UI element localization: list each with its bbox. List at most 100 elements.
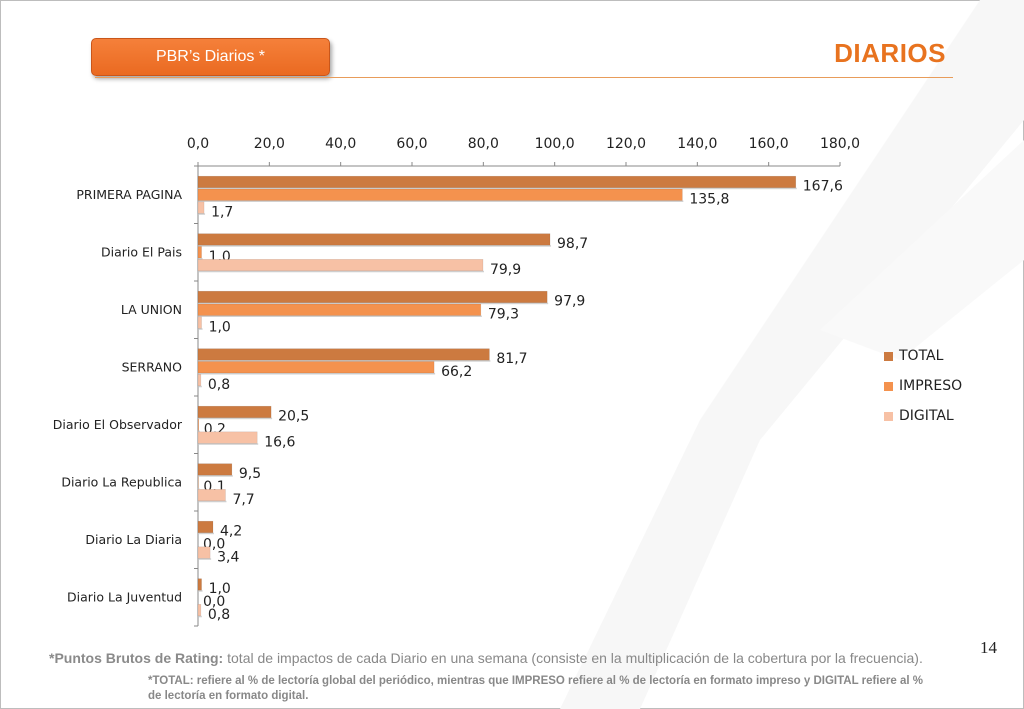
footnote-bold: *Puntos Brutos de Rating: [49, 650, 224, 666]
data-label-impreso: 79,3 [488, 307, 519, 323]
bar-total [197, 578, 202, 591]
section-tag: PBR’s Diarios * [91, 38, 330, 76]
legend-item-impreso: IMPRESO [884, 371, 962, 401]
data-label-digital: 1,7 [211, 204, 233, 220]
bar-total [197, 463, 233, 476]
legend-label-total: TOTAL [899, 348, 944, 364]
x-tick-label: 140,0 [677, 136, 717, 152]
bar-shadow [199, 315, 482, 317]
legend-swatch-digital [884, 411, 893, 421]
bar-impreso [197, 246, 202, 259]
legend-label-digital: DIGITAL [899, 408, 954, 424]
category-label: SERRANO [122, 359, 183, 374]
category-label: Diario La Juventud [67, 589, 182, 604]
bar-shadow [199, 258, 203, 260]
bar-chart: 0,0 20,0 40,0 60,0 80,0 100,0 120,0 140,0 160,0 1… [53, 136, 860, 627]
legend-item-total: TOTAL [884, 341, 962, 371]
x-tick-label: 60,0 [396, 136, 427, 152]
data-label-digital: 1,0 [209, 319, 231, 335]
x-tick-label: 160,0 [749, 136, 789, 152]
x-tick-label: 0,0 [187, 136, 209, 152]
bar-shadow [199, 373, 436, 375]
bar-shadow [199, 200, 684, 202]
data-label-total: 97,9 [554, 294, 585, 310]
page-number: 14 [980, 638, 997, 657]
bar-total [197, 405, 272, 419]
footnote-note: *TOTAL: refiere al % de lectoría global … [148, 675, 923, 702]
data-label-impreso: 135,8 [689, 192, 729, 208]
chart-legend: TOTAL IMPRESO DIGITAL [884, 341, 962, 431]
x-tick-label: 40,0 [325, 136, 356, 152]
footnote-text: total de impactos de cada Diario en una … [223, 650, 923, 666]
bar-total [197, 290, 548, 304]
legend-swatch-total [884, 351, 893, 361]
bar-impreso [197, 188, 683, 201]
category-label: PRIMERA PAGINA [76, 187, 182, 202]
bar-impreso [197, 418, 200, 431]
bar-shadow [199, 417, 273, 420]
bar-shadow [199, 302, 549, 305]
bar-shadow [199, 430, 200, 432]
data-label-total: 98,7 [557, 236, 588, 252]
page-title: DIARIOS [834, 38, 946, 68]
bar-digital [197, 546, 211, 559]
data-label-total: 81,7 [496, 351, 527, 367]
data-label-impreso: 0,0 [203, 594, 225, 610]
x-tick-label: 80,0 [468, 136, 499, 152]
bar-digital [197, 258, 484, 272]
bar-shadow [199, 360, 491, 362]
bar-digital [197, 431, 258, 444]
footnote: *Puntos Brutos de Rating: total de impac… [49, 649, 959, 667]
bar-total [197, 175, 797, 188]
title-divider [95, 77, 953, 78]
bar-impreso [197, 361, 435, 374]
bar-shadow [199, 615, 202, 618]
data-label-impreso: 66,2 [441, 364, 472, 380]
bar-shadow [199, 500, 227, 503]
bar-shadow [199, 245, 552, 247]
bar-digital [197, 201, 205, 214]
legend-label-impreso: IMPRESO [899, 378, 963, 394]
data-label-digital: 16,6 [264, 434, 295, 450]
category-label: Diario El Observador [53, 417, 183, 432]
bar-shadow [199, 270, 484, 273]
bar-shadow [199, 213, 206, 215]
category-label: LA UNION [121, 302, 182, 317]
bar-total [197, 348, 490, 361]
bar-shadow [199, 385, 202, 388]
category-label: Diario La Diaria [85, 532, 182, 547]
bar-digital [197, 316, 202, 329]
bar-digital [197, 603, 202, 617]
bar-shadow [199, 443, 259, 445]
x-tick-label: 180,0 [820, 136, 860, 152]
x-tick-label: 120,0 [606, 136, 646, 152]
bar-shadow [199, 328, 203, 330]
data-label-total: 1,0 [209, 581, 231, 597]
bar-shadow [199, 187, 797, 190]
data-label-digital: 0,8 [208, 377, 230, 393]
bar-shadow [199, 475, 233, 477]
x-tick-label: 100,0 [535, 136, 575, 152]
bar-total [197, 233, 551, 246]
data-label-digital: 7,7 [232, 492, 254, 508]
legend-swatch-impreso [884, 381, 893, 391]
data-label-total: 9,5 [239, 466, 261, 482]
data-label-total: 167,6 [803, 179, 843, 195]
category-label: Diario La Republica [61, 474, 182, 489]
data-label-total: 20,5 [278, 409, 309, 425]
data-label-total: 4,2 [220, 524, 242, 540]
bar-total [197, 520, 214, 534]
bar-shadow [199, 590, 203, 592]
data-label-digital: 79,9 [490, 262, 521, 278]
legend-item-digital: DIGITAL [884, 401, 962, 431]
bar-digital [197, 373, 202, 387]
bar-shadow [199, 532, 214, 535]
data-label-digital: 0,8 [208, 607, 230, 623]
bar-digital [197, 488, 226, 502]
data-label-digital: 3,4 [217, 549, 239, 565]
bar-impreso [197, 303, 482, 316]
bar-shadow [199, 558, 212, 560]
x-tick-label: 20,0 [254, 136, 285, 152]
category-label: Diario El Pais [101, 244, 182, 259]
